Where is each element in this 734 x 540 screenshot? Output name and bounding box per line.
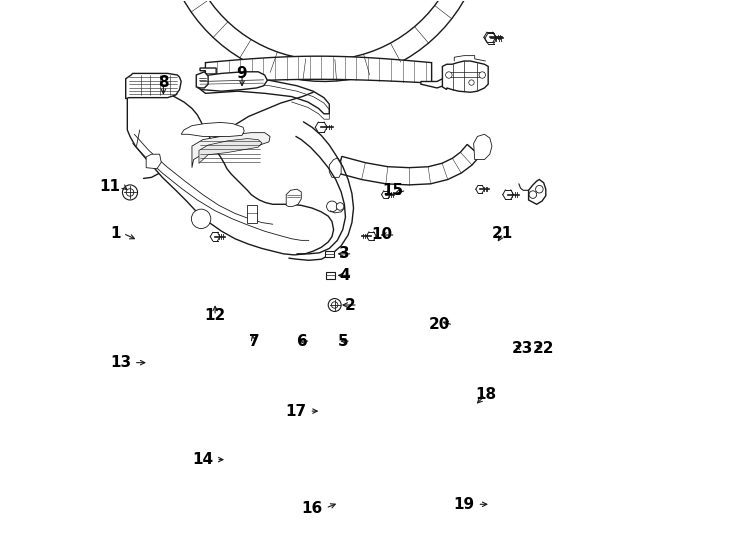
Circle shape (446, 72, 452, 78)
Polygon shape (247, 205, 257, 222)
Polygon shape (206, 56, 432, 83)
Polygon shape (421, 76, 448, 88)
Polygon shape (192, 133, 270, 167)
Polygon shape (200, 68, 217, 82)
Text: 5: 5 (338, 334, 348, 349)
Text: 20: 20 (429, 318, 451, 333)
Text: 10: 10 (371, 227, 393, 242)
Text: 23: 23 (512, 341, 533, 356)
Circle shape (328, 299, 341, 312)
Circle shape (332, 302, 338, 308)
Text: 15: 15 (382, 183, 404, 198)
Circle shape (536, 185, 543, 193)
Text: 16: 16 (302, 501, 323, 516)
Polygon shape (338, 144, 480, 185)
Text: 2: 2 (344, 298, 355, 313)
Polygon shape (443, 61, 488, 92)
Circle shape (126, 188, 134, 196)
Text: 9: 9 (237, 66, 247, 81)
Text: 13: 13 (110, 355, 131, 370)
Text: 8: 8 (158, 75, 169, 90)
Text: 14: 14 (192, 452, 214, 467)
Circle shape (479, 72, 485, 78)
Polygon shape (197, 72, 267, 91)
Text: 11: 11 (99, 179, 120, 194)
Polygon shape (181, 123, 244, 137)
Polygon shape (126, 73, 181, 99)
Circle shape (192, 209, 211, 228)
Polygon shape (197, 77, 330, 114)
Text: 21: 21 (492, 226, 513, 241)
Polygon shape (196, 72, 208, 88)
Polygon shape (473, 134, 492, 160)
Text: 7: 7 (249, 334, 259, 349)
Text: 1: 1 (110, 226, 120, 241)
Circle shape (336, 202, 344, 210)
Text: 3: 3 (339, 246, 350, 261)
Polygon shape (199, 139, 262, 164)
Text: 17: 17 (286, 403, 307, 418)
Polygon shape (528, 179, 546, 204)
Polygon shape (326, 272, 335, 279)
Text: 4: 4 (339, 268, 350, 283)
Polygon shape (127, 84, 334, 255)
Polygon shape (325, 251, 334, 257)
Polygon shape (146, 154, 161, 168)
Circle shape (529, 191, 537, 198)
Text: 6: 6 (297, 334, 308, 349)
Polygon shape (330, 158, 341, 177)
Circle shape (469, 80, 474, 85)
Text: 22: 22 (533, 341, 554, 356)
Text: 18: 18 (475, 388, 496, 402)
Circle shape (327, 201, 338, 212)
Text: 12: 12 (205, 308, 226, 323)
Text: 19: 19 (454, 497, 475, 512)
Polygon shape (162, 0, 485, 82)
Circle shape (123, 185, 137, 200)
Polygon shape (286, 189, 301, 206)
